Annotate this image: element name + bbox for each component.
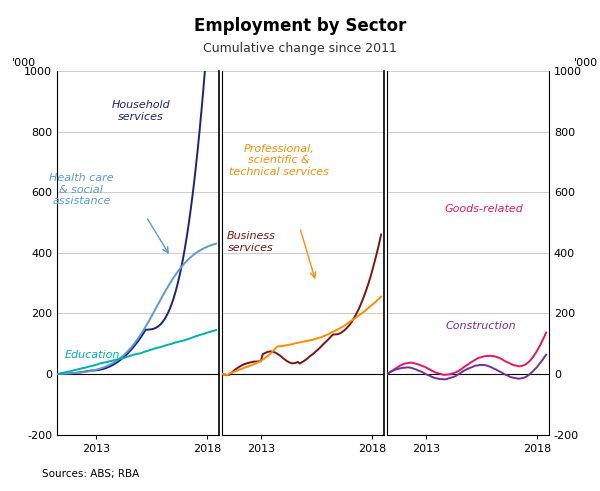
Text: Education: Education xyxy=(65,350,121,359)
Text: '000: '000 xyxy=(11,57,36,68)
Text: Construction: Construction xyxy=(446,321,516,330)
Text: Employment by Sector: Employment by Sector xyxy=(194,17,406,35)
Text: Cumulative change since 2011: Cumulative change since 2011 xyxy=(203,42,397,55)
Text: Household
services: Household services xyxy=(112,100,170,122)
Text: Health care
& social
assistance: Health care & social assistance xyxy=(49,173,113,206)
Text: Business
services: Business services xyxy=(227,231,275,253)
Text: Sources: ABS; RBA: Sources: ABS; RBA xyxy=(42,469,139,479)
Text: '000: '000 xyxy=(574,57,598,68)
Text: Professional,
scientific &
technical services: Professional, scientific & technical ser… xyxy=(229,144,329,177)
Text: Goods-related: Goods-related xyxy=(445,204,524,214)
